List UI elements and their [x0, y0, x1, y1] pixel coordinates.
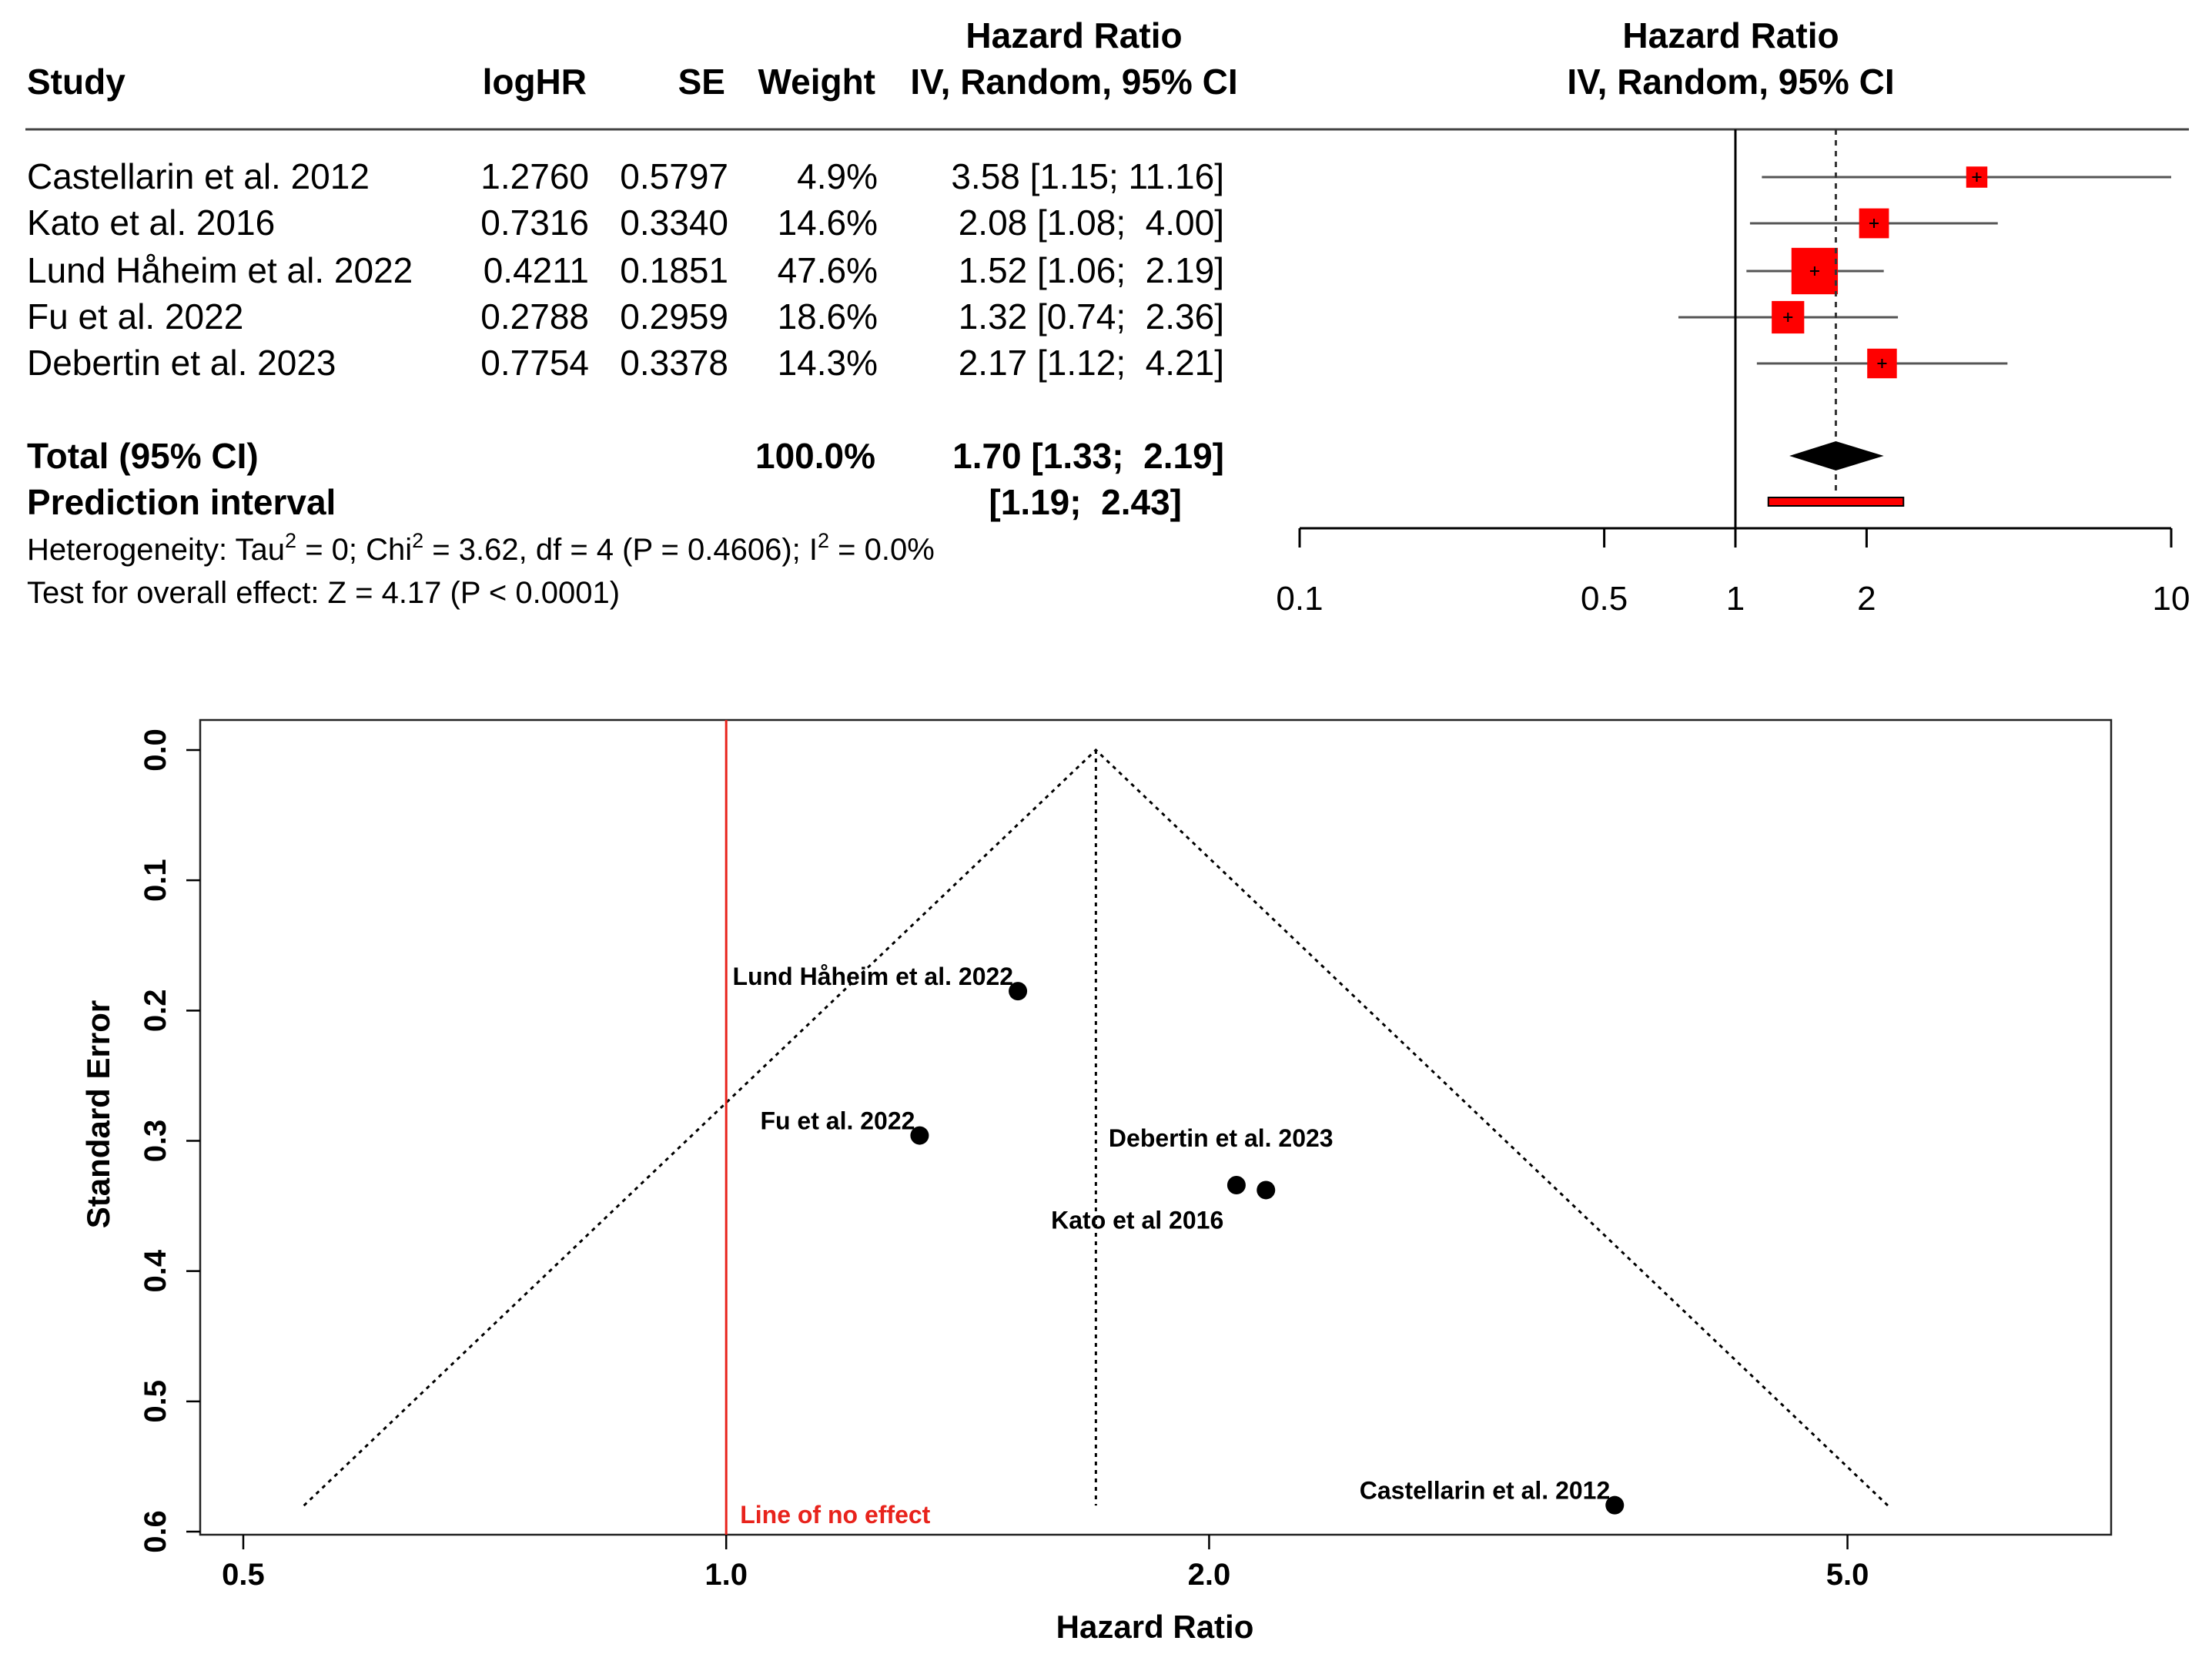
prediction-interval-bar: [1767, 497, 1905, 507]
study-loghr: 0.7754: [480, 343, 589, 383]
funnel-xlabel: Hazard Ratio: [1056, 1609, 1254, 1645]
header-se: SE: [678, 62, 725, 102]
header-study: Study: [27, 62, 125, 102]
funnel-x-tick-label: 2.0: [1188, 1558, 1231, 1592]
forest-axis-tick-label: 0.5: [1581, 580, 1628, 618]
funnel-marks: Line of no effect Lund Håheim et al. 2022…: [303, 720, 1889, 1535]
funnel-x-tick-label: 5.0: [1826, 1558, 1869, 1592]
funnel-y-tick-label: 0.2: [139, 990, 172, 1033]
forest-row: Kato et al. 2016 0.7316 0.3340 14.6% 2.08 [1…: [27, 203, 1224, 243]
prediction-ci: [1.19; 2.43]: [989, 482, 1182, 522]
study-name: Kato et al. 2016: [27, 203, 275, 243]
forest-axis-tick-label: 1: [1726, 580, 1745, 618]
study-loghr: 0.7316: [480, 203, 589, 243]
study-ci: 1.32 [0.74; 2.36]: [959, 296, 1224, 337]
funnel-y-tick-label: 0.6: [139, 1510, 172, 1553]
study-name: Fu et al. 2022: [27, 296, 243, 337]
prediction-label: Prediction interval: [27, 482, 336, 522]
header-hazard-ratio-right: Hazard Ratio: [1622, 15, 1839, 55]
forest-axis-tick-label: 0.1: [1276, 580, 1323, 618]
funnel-point: [1257, 1180, 1276, 1200]
total-label: Total (95% CI): [27, 436, 259, 476]
funnel-point: [1226, 1176, 1246, 1195]
forest-row: Castellarin et al. 2012 1.2760 0.5797 4.9% 3…: [27, 156, 1224, 196]
study-loghr: 0.2788: [480, 296, 589, 337]
study-name: Lund Håheim et al. 2022: [27, 250, 413, 290]
forest-row: Fu et al. 2022 0.2788 0.2959 18.6% 1.32 [0.7…: [27, 296, 1224, 337]
forest-row: Lund Håheim et al. 2022 0.4211 0.1851 47.6%…: [27, 250, 1224, 290]
forest-plot-panel: Hazard Ratio Hazard Ratio Study logHR SE…: [25, 15, 2190, 618]
header-weight: Weight: [758, 62, 875, 102]
funnel-x-tick-label: 0.5: [222, 1558, 265, 1592]
header-hazard-ratio-left: Hazard Ratio: [965, 15, 1182, 55]
study-weight: 14.6%: [778, 203, 878, 243]
study-weight: 14.3%: [778, 343, 878, 383]
funnel-point: [910, 1126, 929, 1145]
study-se: 0.3340: [620, 203, 728, 243]
study-ci: 2.08 [1.08; 4.00]: [959, 203, 1224, 243]
funnel-axes: 0.5 1.0 2.0 5.0 0.0 0.1 0.2 0.3 0.4 0.5 0.6: [139, 728, 1869, 1592]
forest-row: Debertin et al. 2023 0.7754 0.3378 14.3% 2.1…: [27, 343, 1224, 383]
funnel-plot-frame: [199, 718, 2113, 1536]
study-ci: 3.58 [1.15; 11.16]: [951, 156, 1224, 196]
study-se: 0.3378: [620, 343, 728, 383]
funnel-point-label: Kato et al 2016: [1051, 1206, 1223, 1234]
total-ci: 1.70 [1.33; 2.19]: [952, 436, 1224, 476]
funnel-y-tick-label: 0.3: [139, 1120, 172, 1163]
header-ci-right: IV, Random, 95% CI: [1567, 62, 1894, 102]
study-name: Castellarin et al. 2012: [27, 156, 370, 196]
funnel-ylabel: Standard Error: [80, 1000, 116, 1228]
study-weight: 4.9%: [797, 156, 878, 196]
funnel-y-tick-label: 0.1: [139, 859, 172, 902]
forest-rows: Castellarin et al. 2012 1.2760 0.5797 4.9% 3…: [27, 156, 1224, 383]
total-weight: 100.0%: [755, 436, 875, 476]
funnel-plot-panel: Line of no effect Lund Håheim et al. 2022…: [80, 718, 2113, 1645]
study-name: Debertin et al. 2023: [27, 343, 336, 383]
funnel-point: [1009, 982, 1028, 1001]
funnel-y-tick-label: 0.4: [139, 1249, 172, 1292]
forest-axis-tick-label: 10: [2153, 580, 2190, 618]
forest-marks: [1678, 129, 2171, 527]
study-ci: 1.52 [1.06; 2.19]: [959, 250, 1224, 290]
funnel-y-tick-label: 0.5: [139, 1380, 172, 1423]
pooled-diamond: [1789, 441, 1884, 471]
funnel-point-label: Castellarin et al. 2012: [1360, 1477, 1611, 1505]
study-loghr: 0.4211: [484, 250, 589, 290]
heterogeneity-text: Heterogeneity: Tau2 = 0; Chi2 = 3.62, df…: [27, 529, 935, 567]
study-weight: 47.6%: [778, 250, 878, 290]
header-ci-left: IV, Random, 95% CI: [910, 62, 1237, 102]
study-weight: 18.6%: [778, 296, 878, 337]
funnel-x-tick-label: 1.0: [704, 1558, 748, 1592]
funnel-y-tick-label: 0.0: [139, 728, 172, 772]
funnel-point: [1605, 1495, 1625, 1515]
forest-axis: 0.1 0.5 1 2 10: [1276, 527, 2190, 618]
study-ci: 2.17 [1.12; 4.21]: [959, 343, 1224, 383]
study-loghr: 1.2760: [480, 156, 589, 196]
funnel-point-label: Fu et al. 2022: [760, 1107, 915, 1135]
header-loghr: logHR: [483, 62, 587, 102]
forest-axis-tick-label: 2: [1857, 580, 1876, 618]
line-of-no-effect-label: Line of no effect: [740, 1501, 930, 1529]
study-se: 0.1851: [620, 250, 728, 290]
study-se: 0.5797: [620, 156, 728, 196]
study-se: 0.2959: [620, 296, 728, 337]
overall-effect-text: Test for overall effect: Z = 4.17 (P < 0…: [27, 576, 620, 610]
funnel-point-label: Debertin et al. 2023: [1109, 1124, 1334, 1152]
funnel-point-label: Lund Håheim et al. 2022: [733, 963, 1014, 990]
